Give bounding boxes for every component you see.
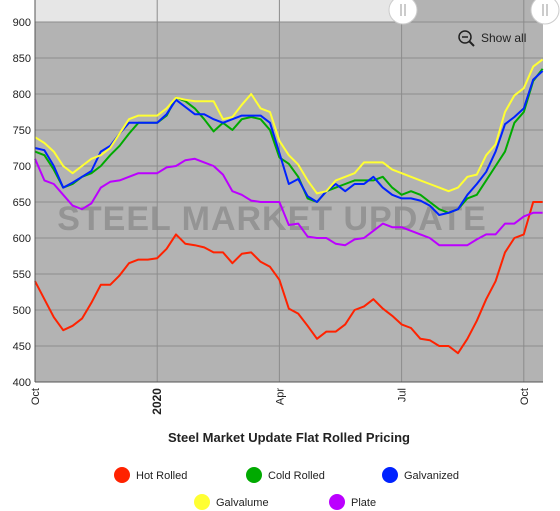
lines — [34, 58, 544, 355]
x-tick-label: 2020 — [150, 388, 164, 415]
y-tick-label: 400 — [13, 377, 31, 389]
x-tick-label: Oct — [519, 388, 531, 405]
watermark: STEEL MARKET UPDATE — [57, 200, 487, 238]
plot-background — [35, 0, 543, 382]
y-tick-label: 800 — [13, 89, 31, 101]
legend-marker — [382, 467, 398, 483]
y-tick-label: 900 — [13, 17, 31, 29]
reset-zoom-label[interactable]: Show all — [481, 31, 526, 45]
legend-label: Cold Rolled — [268, 470, 325, 482]
y-tick-label: 850 — [13, 53, 31, 65]
x-tick-label: Apr — [274, 388, 286, 405]
navigator-selected — [35, 0, 403, 22]
series-line — [34, 157, 543, 247]
x-tick-label: Oct — [30, 388, 42, 405]
legend-label: Galvanized — [404, 470, 459, 482]
navigator-handle[interactable] — [388, 0, 418, 25]
series-line — [34, 58, 544, 195]
y-tick-label: 450 — [13, 341, 31, 353]
legend-marker — [329, 494, 345, 510]
legend-label: Hot Rolled — [136, 470, 187, 482]
y-tick-label: 700 — [13, 161, 31, 173]
legend-label: Galvalume — [216, 497, 269, 509]
y-tick-label: 600 — [13, 233, 31, 245]
y-tick-label: 550 — [13, 269, 31, 281]
y-tick-label: 750 — [13, 125, 31, 137]
x-tick-label: Jul — [397, 388, 409, 402]
reset-zoom-button[interactable]: Show all — [458, 30, 526, 47]
legend-marker — [194, 494, 210, 510]
legend-marker — [246, 467, 262, 483]
navigator-handle[interactable] — [530, 0, 560, 25]
series-line — [34, 201, 543, 355]
y-tick-label: 650 — [13, 197, 31, 209]
chart-title: Steel Market Update Flat Rolled Pricing — [168, 430, 410, 445]
legend-marker — [114, 467, 130, 483]
legend-label: Plate — [351, 497, 376, 509]
y-tick-label: 500 — [13, 305, 31, 317]
legend: Hot Rolled Cold Rolled Galvanized Galvalume… — [114, 467, 459, 510]
